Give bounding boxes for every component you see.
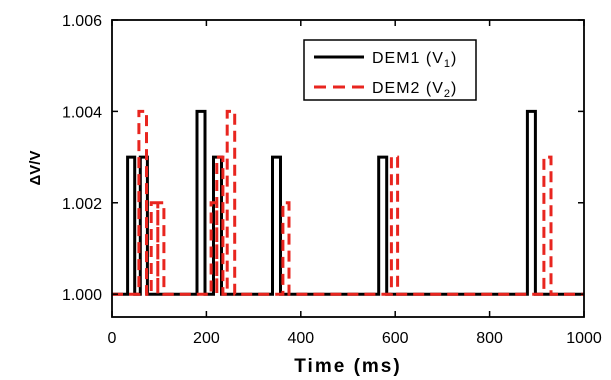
y-tick-label: 1.006 [62, 13, 102, 30]
y-tick-label: 1.000 [62, 287, 102, 304]
legend-label-dem2: DEM2 (V2) [372, 80, 457, 100]
x-tick-label: 400 [287, 330, 314, 347]
x-axis-title: Time (ms) [294, 356, 401, 377]
series-line-1 [112, 109, 584, 296]
y-tick-label: 1.004 [62, 104, 102, 121]
x-tick-label: 600 [382, 330, 409, 347]
legend-box [303, 39, 477, 101]
y-axis-title: ΔV/V [27, 151, 44, 186]
plot-series [112, 109, 584, 296]
series-line-2 [112, 109, 584, 296]
axes: 0 200 400 600 800 1000 1.000 1.002 1.004 1.006 [62, 13, 602, 347]
legend-label-dem1: DEM1 (V1) [372, 50, 457, 70]
plot-frame [111, 19, 585, 318]
x-tick-label: 200 [193, 330, 220, 347]
y-tick-label: 1.002 [62, 196, 102, 213]
x-tick-label: 800 [476, 330, 503, 347]
x-tick-label: 0 [108, 330, 117, 347]
legend: DEM1 (V1) DEM2 (V2) [303, 39, 477, 101]
x-tick-label: 1000 [566, 330, 602, 347]
